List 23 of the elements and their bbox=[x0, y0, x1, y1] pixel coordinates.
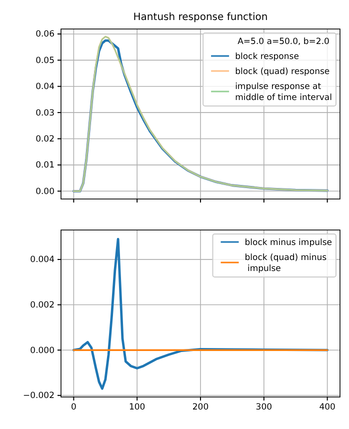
y-tick-label: 0.00 bbox=[36, 186, 54, 197]
y-tick-label: −0.002 bbox=[23, 391, 54, 402]
legend-label: block (quad) response bbox=[235, 67, 330, 77]
y-tick-label: 0.01 bbox=[36, 160, 54, 171]
legend-label: block response bbox=[235, 52, 299, 62]
legend-label: impulse response at middle of time interval bbox=[235, 82, 332, 103]
y-tick-label: 0.06 bbox=[36, 30, 54, 40]
y-tick-label: 0.04 bbox=[36, 82, 54, 92]
y-tick-label: 0.004 bbox=[30, 255, 54, 266]
y-tick-label: 0.02 bbox=[36, 134, 54, 144]
y-tick-label: 0.000 bbox=[30, 346, 54, 356]
x-tick-label: 400 bbox=[319, 402, 336, 413]
legend-label: block minus impulse bbox=[244, 238, 332, 248]
y-tick-label: 0.002 bbox=[30, 300, 54, 310]
chart-title: Hantush response function bbox=[133, 12, 268, 23]
legend-label: block (quad) minus impulse bbox=[244, 253, 328, 274]
y-tick-label: 0.05 bbox=[36, 56, 54, 66]
y-tick-label: 0.03 bbox=[36, 108, 54, 118]
x-tick-label: 300 bbox=[256, 402, 272, 413]
x-tick-label: 0 bbox=[70, 402, 76, 413]
legend-title: A=5.0 a=50.0, b=2.0 bbox=[238, 37, 330, 47]
x-tick-label: 200 bbox=[192, 402, 209, 413]
x-tick-label: 100 bbox=[128, 402, 146, 413]
